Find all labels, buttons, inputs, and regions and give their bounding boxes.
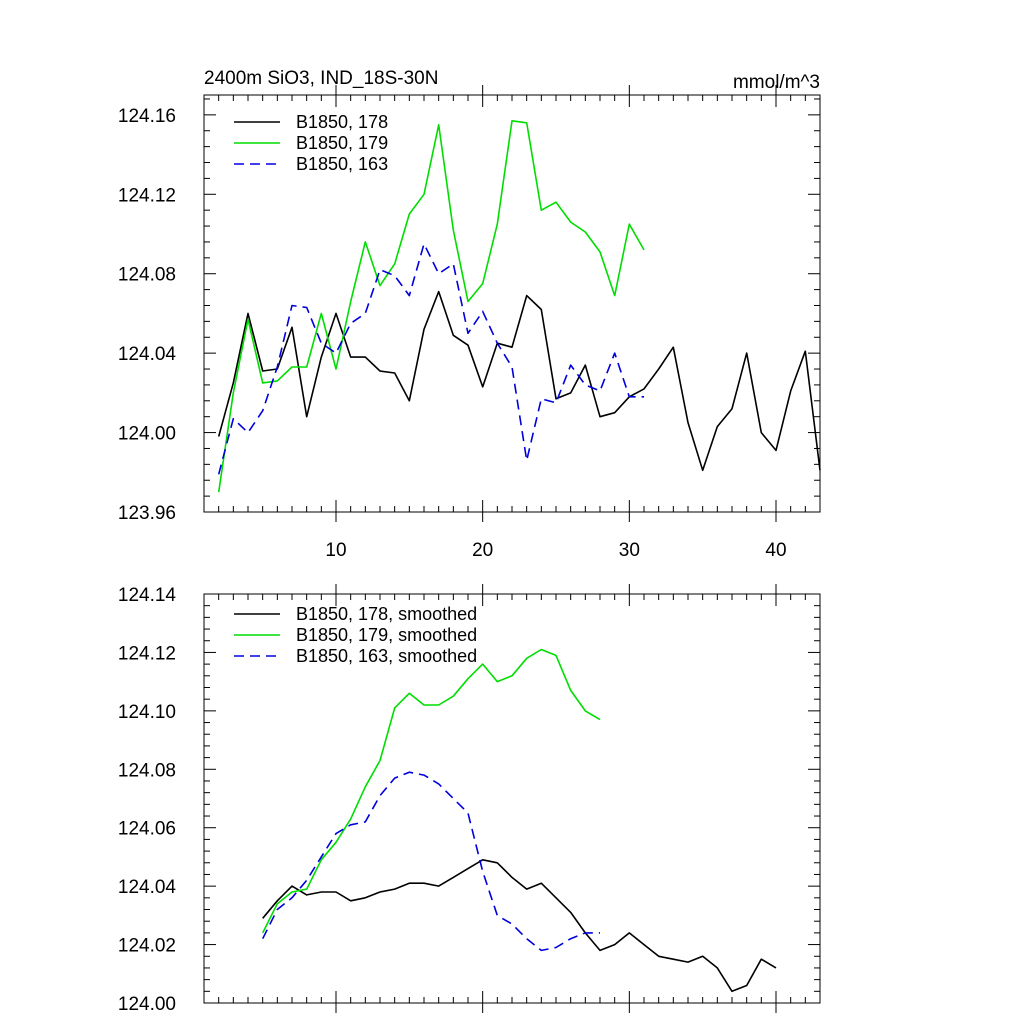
y-tick-label: 124.00 bbox=[118, 424, 176, 445]
x-tick-label: 10 bbox=[325, 540, 346, 561]
y-tick-label: 124.08 bbox=[118, 265, 176, 286]
legend-label: B1850, 178 bbox=[296, 112, 388, 132]
y-tick-label: 124.06 bbox=[118, 819, 176, 840]
y-tick-label: 124.16 bbox=[118, 106, 176, 127]
y-tick-label: 123.96 bbox=[118, 503, 176, 524]
chart-title: 2400m SiO3, IND_18S-30N bbox=[204, 68, 438, 89]
top-plot: 10 20 30 40 123.96 124.00 124.04 124.08 124.12 12… bbox=[118, 85, 821, 561]
x-tick-label: 40 bbox=[765, 540, 786, 561]
series-line bbox=[261, 648, 601, 934]
legend-label: B1850, 163 bbox=[296, 154, 388, 174]
x-tick-label: 20 bbox=[472, 540, 493, 561]
y-tick-label: 124.12 bbox=[118, 185, 176, 206]
bottom-plot: 124.00 124.02 124.04 124.06 124.08 124.10 124.… bbox=[118, 584, 821, 1015]
y-tick-label: 124.00 bbox=[118, 994, 176, 1015]
series-line bbox=[217, 120, 645, 493]
y-tick-label: 124.04 bbox=[118, 877, 177, 898]
y-tick-label: 124.10 bbox=[118, 702, 176, 723]
y-tick-label: 124.04 bbox=[118, 344, 177, 365]
legend-label: B1850, 163, smoothed bbox=[296, 646, 477, 666]
legend-label: B1850, 179 bbox=[296, 133, 388, 153]
series-line bbox=[217, 243, 644, 475]
y-tick-label: 124.02 bbox=[118, 936, 176, 957]
series-line bbox=[217, 290, 821, 472]
units-label: mmol/m^3 bbox=[733, 72, 820, 93]
x-tick-label: 30 bbox=[619, 540, 640, 561]
legend-label: B1850, 178, smoothed bbox=[296, 604, 477, 624]
y-tick-label: 124.12 bbox=[118, 643, 176, 664]
y-tick-label: 124.14 bbox=[118, 585, 177, 606]
series-line bbox=[261, 771, 600, 952]
y-tick-label: 124.08 bbox=[118, 760, 176, 781]
legend-label: B1850, 179, smoothed bbox=[296, 625, 477, 645]
series-line bbox=[262, 858, 777, 993]
